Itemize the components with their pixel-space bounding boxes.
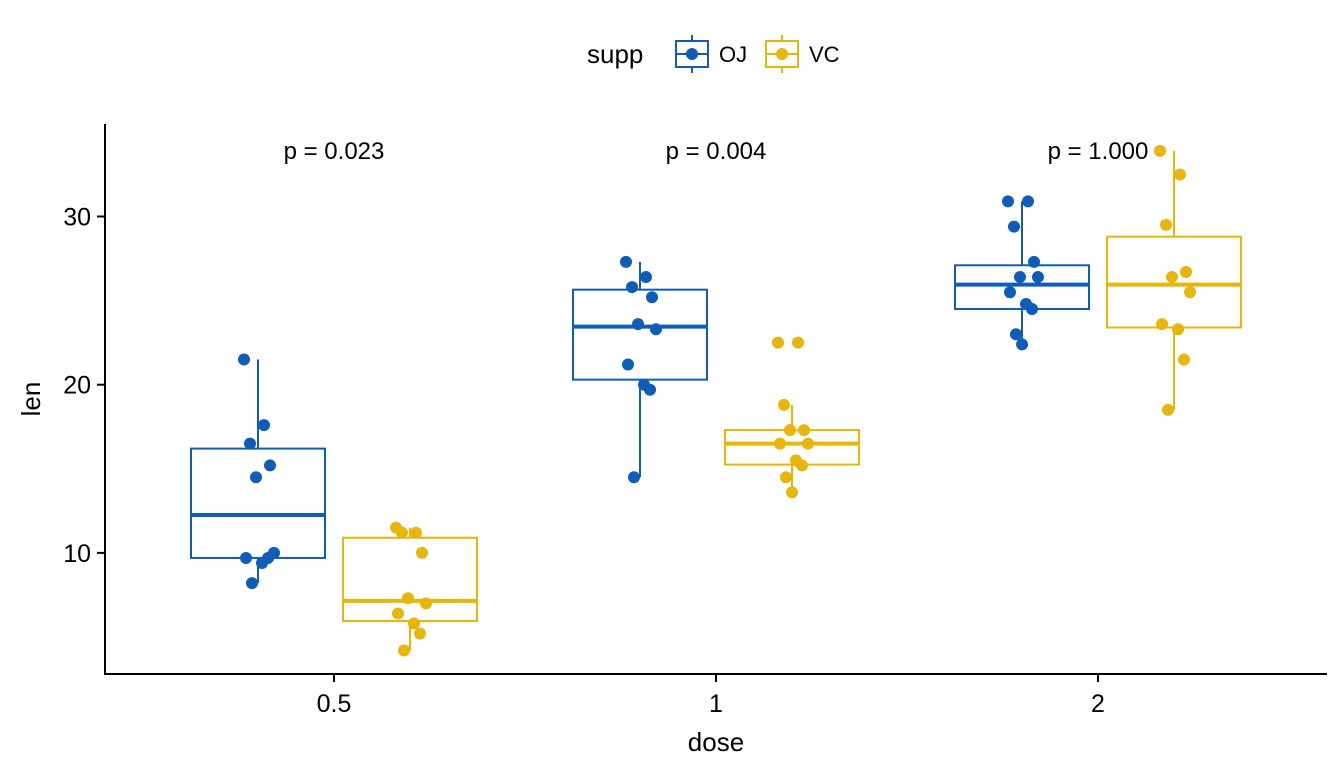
legend: supp OJ VC [587,35,840,73]
data-point [1016,338,1028,351]
data-point [620,255,632,268]
data-point [240,551,252,564]
data-point [392,607,404,620]
data-point [774,437,786,450]
data-point [262,551,274,564]
data-point [786,486,798,499]
data-point [1172,323,1184,336]
data-point [622,358,634,371]
data-point [398,644,410,657]
data-point [640,271,652,284]
data-point [628,471,640,484]
legend-key-point [776,48,788,60]
data-point [244,437,256,450]
data-point [396,526,408,539]
data-point [784,424,796,437]
data-point [1160,218,1172,231]
legend-title: supp [587,39,643,69]
p-value-label: p = 0.004 [666,138,767,165]
data-point [1178,353,1190,366]
data-point [778,398,790,411]
box-body [190,447,326,559]
y-tick-label: 10 [63,540,91,568]
data-point [416,546,428,559]
x-tick-label: 2 [1091,690,1105,718]
box-vc-0.5 [342,527,478,651]
data-point [414,627,426,640]
box-body [342,536,478,623]
data-point [408,617,420,630]
data-point [1008,220,1020,233]
legend-item-vc: VC [765,35,840,73]
box-oj-0.5 [190,359,326,584]
data-point [1180,266,1192,279]
data-point [1166,271,1178,284]
legend-label: VC [809,42,840,67]
data-point [626,281,638,294]
data-point [646,291,658,304]
data-point [1026,303,1038,316]
data-point [796,459,808,472]
data-point [780,471,792,484]
p-value-label: p = 1.000 [1048,138,1149,165]
data-point [650,323,662,336]
data-point [402,592,414,605]
box-oj-1 [572,261,708,478]
points-layer [238,144,1196,657]
y-tick-label: 20 [63,372,91,400]
data-point [802,437,814,450]
data-point [1014,271,1026,284]
legend-label: OJ [719,42,747,67]
data-point [410,526,422,539]
data-point [1154,144,1166,157]
data-point [264,459,276,472]
data-point [1032,271,1044,284]
data-point [1184,286,1196,299]
data-point [772,336,784,349]
boxes-layer [190,150,1242,651]
data-point [246,577,258,590]
data-point [632,318,644,331]
data-point [1002,195,1014,208]
data-point [1022,195,1034,208]
annotations-layer: p = 0.023 p = 0.004 p = 1.000 [284,138,1149,165]
x-tick-label: 1 [709,690,723,718]
data-point [644,383,656,396]
data-point [1010,328,1022,341]
p-value-label: p = 0.023 [284,138,385,165]
data-point [250,471,262,484]
box-vc-1 [724,404,860,493]
data-point [1156,318,1168,331]
box-body [572,288,708,381]
data-point [798,424,810,437]
data-point [1162,403,1174,416]
legend-key-point [686,48,698,60]
data-point [792,336,804,349]
axes: 10 20 30 0.5 1 2 [63,124,1327,718]
x-tick-label: 0.5 [317,690,352,718]
x-axis-title: dose [688,727,744,757]
data-point [1174,168,1186,181]
data-point [238,353,250,366]
data-point [420,597,432,610]
data-point [1004,286,1016,299]
data-point [258,419,270,432]
legend-item-oj: OJ [675,35,747,73]
y-axis-title: len [16,382,46,417]
y-tick-label: 30 [63,204,91,232]
data-point [1028,255,1040,268]
